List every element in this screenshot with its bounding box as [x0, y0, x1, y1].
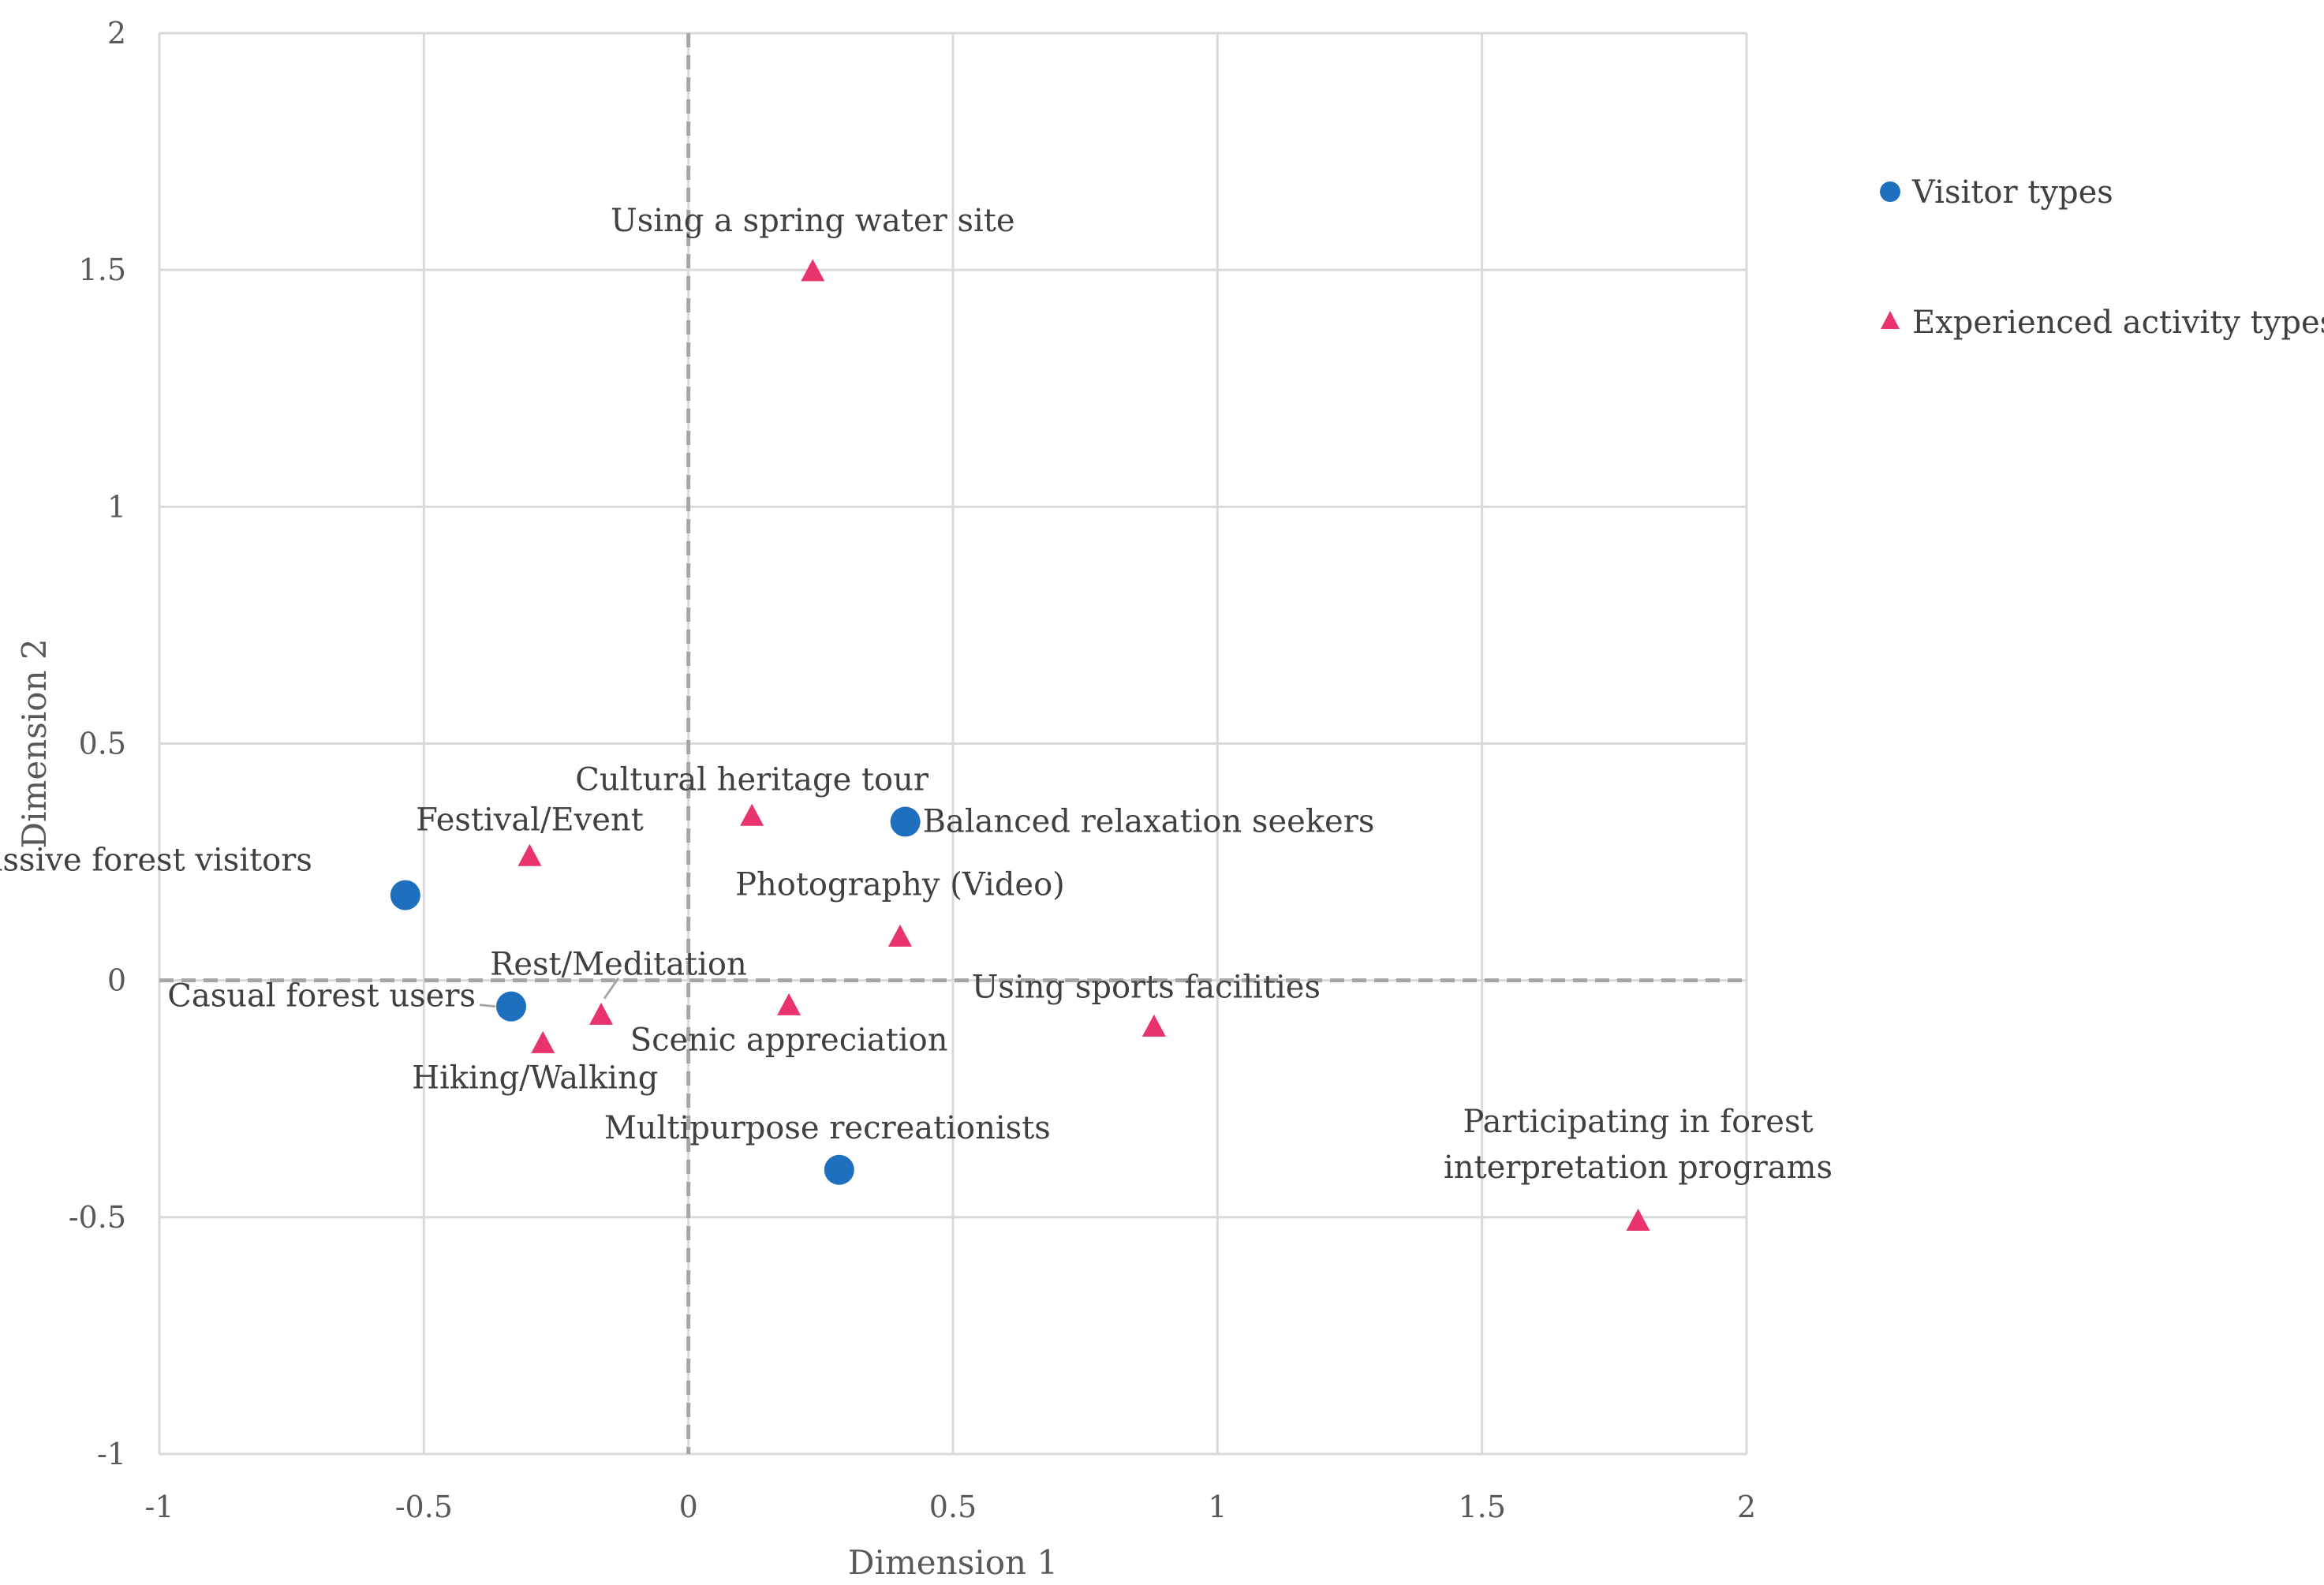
x-tick-label: 1 — [1208, 1490, 1227, 1524]
point-label: Using sports facilities — [972, 970, 1321, 1006]
activity-type-point — [1626, 1209, 1650, 1232]
activity-type-point — [531, 1030, 555, 1053]
visitor-type-point — [495, 991, 526, 1022]
point-label: Multipurpose recreationists — [604, 1110, 1051, 1146]
tick-labels: -1 -0.5 0 0.5 1 1.5 2 -1 -0.5 0 0.5 1 1.5 2 — [69, 16, 1756, 1524]
point-label: Passive forest visitors — [0, 843, 312, 879]
y-tick-label: 1.5 — [79, 252, 126, 287]
visitor-type-point — [390, 880, 420, 910]
point-label: Rest/Meditation — [490, 947, 747, 983]
activity-type-point — [589, 1002, 614, 1025]
activity-type-point — [740, 803, 764, 826]
y-tick-label: 0 — [107, 963, 126, 998]
grid-lines — [158, 32, 1748, 1456]
activity-type-point — [777, 992, 801, 1015]
legend-triangle-icon — [1881, 311, 1900, 329]
reference-lines — [159, 33, 1747, 1454]
point-label: Scenic appreciation — [630, 1022, 948, 1059]
point-label: Using a spring water site — [611, 203, 1015, 239]
point-label: Cultural heritage tour — [575, 762, 929, 798]
visitor-type-point — [890, 806, 921, 837]
visitor-type-point — [824, 1154, 854, 1185]
activity-type-point — [1141, 1014, 1166, 1037]
activity-type-point — [887, 924, 912, 947]
leader-line — [603, 977, 620, 1000]
x-tick-label: -0.5 — [395, 1490, 453, 1524]
point-labels: Balanced relaxation seekers Passive fores… — [0, 203, 1833, 1186]
y-tick-label: -1 — [97, 1437, 126, 1471]
y-tick-label: 1 — [107, 489, 126, 524]
x-tick-label: 0.5 — [929, 1490, 977, 1524]
activity-type-point — [801, 259, 825, 282]
point-label: Casual forest users — [167, 978, 476, 1015]
activity-type-point — [517, 843, 542, 866]
leader-line — [479, 1004, 496, 1008]
point-label: Balanced relaxation seekers — [923, 804, 1375, 840]
x-tick-label: 0 — [679, 1490, 698, 1524]
legend-label: Experienced activity types — [1912, 305, 2324, 341]
point-label: Festival/Event — [416, 802, 644, 839]
legend: Visitor types Experienced activity types — [1880, 174, 2324, 341]
point-label: Participating in forest interpretation pr… — [1444, 1104, 1833, 1186]
data-points — [390, 259, 1650, 1232]
y-tick-label: 2 — [107, 16, 126, 50]
legend-label: Visitor types — [1911, 174, 2113, 211]
y-tick-label: 0.5 — [79, 727, 126, 761]
x-tick-label: 2 — [1737, 1490, 1756, 1524]
x-axis-title: Dimension 1 — [848, 1543, 1058, 1582]
x-tick-label: 1.5 — [1458, 1490, 1505, 1524]
y-axis-title: Dimension 2 — [15, 638, 54, 848]
x-tick-label: -1 — [144, 1490, 174, 1524]
point-label: Hiking/Walking — [412, 1060, 658, 1097]
y-tick-label: -0.5 — [69, 1200, 126, 1235]
point-label: Photography (Video) — [735, 867, 1065, 903]
legend-circle-icon — [1880, 181, 1900, 202]
